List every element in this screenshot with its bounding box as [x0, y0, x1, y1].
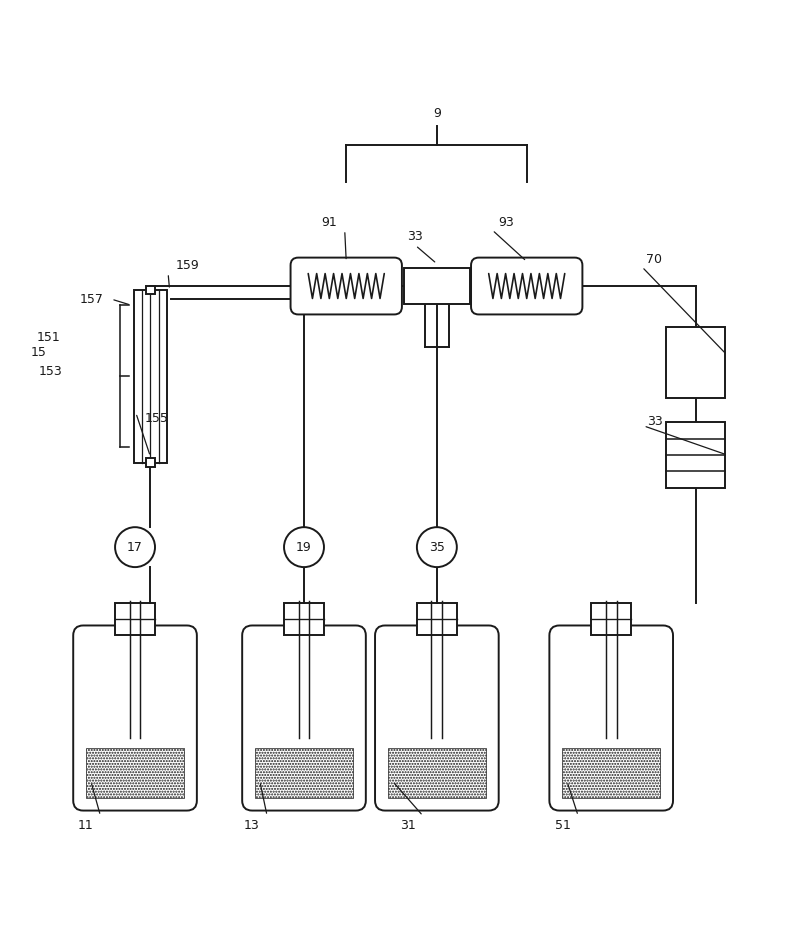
Text: 70: 70: [646, 253, 662, 266]
FancyBboxPatch shape: [242, 625, 366, 811]
Bar: [255, 748, 353, 798]
FancyBboxPatch shape: [290, 258, 402, 314]
Bar: [666, 327, 725, 398]
Bar: [134, 290, 167, 463]
Bar: [404, 268, 470, 304]
FancyBboxPatch shape: [471, 258, 582, 314]
Circle shape: [284, 527, 324, 567]
Bar: [146, 285, 154, 294]
Text: 155: 155: [145, 412, 169, 425]
Text: 91: 91: [322, 216, 338, 229]
Text: 13: 13: [244, 818, 260, 831]
Text: 17: 17: [127, 540, 143, 553]
Bar: [115, 604, 155, 635]
Bar: [86, 748, 184, 798]
Text: 93: 93: [498, 216, 514, 229]
Text: 33: 33: [407, 230, 423, 243]
Text: 11: 11: [78, 818, 93, 831]
Text: 33: 33: [647, 415, 663, 428]
FancyBboxPatch shape: [375, 625, 498, 811]
Text: 157: 157: [80, 293, 103, 306]
Text: 153: 153: [38, 365, 62, 378]
Text: 15: 15: [31, 346, 46, 359]
FancyBboxPatch shape: [74, 625, 197, 811]
FancyBboxPatch shape: [550, 625, 673, 811]
Text: 151: 151: [37, 331, 61, 344]
Text: 19: 19: [296, 540, 312, 553]
Bar: [666, 423, 725, 488]
Bar: [417, 604, 457, 635]
Text: 35: 35: [429, 540, 445, 553]
Text: 159: 159: [176, 258, 199, 272]
Circle shape: [115, 527, 155, 567]
Bar: [146, 458, 154, 466]
Bar: [388, 748, 486, 798]
Text: 31: 31: [400, 818, 415, 831]
Bar: [591, 604, 631, 635]
Text: 9: 9: [433, 106, 441, 119]
Circle shape: [417, 527, 457, 567]
Text: 51: 51: [555, 818, 570, 831]
Bar: [562, 748, 660, 798]
Bar: [284, 604, 324, 635]
